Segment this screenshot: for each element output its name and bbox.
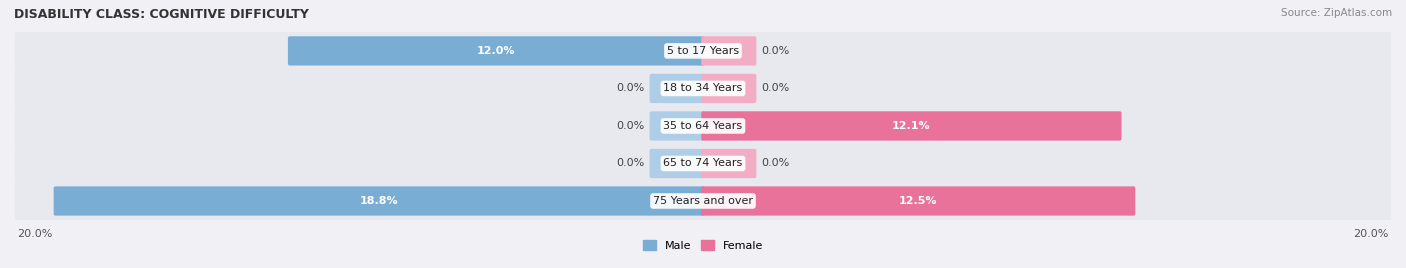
Text: 75 Years and over: 75 Years and over — [652, 196, 754, 206]
FancyBboxPatch shape — [702, 111, 1122, 141]
Text: 0.0%: 0.0% — [762, 158, 790, 169]
Text: DISABILITY CLASS: COGNITIVE DIFFICULTY: DISABILITY CLASS: COGNITIVE DIFFICULTY — [14, 8, 309, 21]
FancyBboxPatch shape — [702, 74, 756, 103]
Text: 5 to 17 Years: 5 to 17 Years — [666, 46, 740, 56]
Text: 20.0%: 20.0% — [1353, 229, 1389, 239]
Text: 35 to 64 Years: 35 to 64 Years — [664, 121, 742, 131]
FancyBboxPatch shape — [650, 74, 704, 103]
Legend: Male, Female: Male, Female — [638, 236, 768, 255]
FancyBboxPatch shape — [14, 106, 1392, 146]
Text: 0.0%: 0.0% — [762, 83, 790, 94]
Text: Source: ZipAtlas.com: Source: ZipAtlas.com — [1281, 8, 1392, 18]
FancyBboxPatch shape — [14, 144, 1392, 183]
FancyBboxPatch shape — [702, 186, 1135, 216]
FancyBboxPatch shape — [702, 149, 756, 178]
Text: 20.0%: 20.0% — [17, 229, 53, 239]
Text: 18 to 34 Years: 18 to 34 Years — [664, 83, 742, 94]
FancyBboxPatch shape — [14, 31, 1392, 70]
Text: 0.0%: 0.0% — [616, 158, 644, 169]
FancyBboxPatch shape — [53, 186, 704, 216]
Text: 12.5%: 12.5% — [898, 196, 938, 206]
Text: 0.0%: 0.0% — [616, 83, 644, 94]
FancyBboxPatch shape — [650, 149, 704, 178]
FancyBboxPatch shape — [288, 36, 704, 66]
Text: 18.8%: 18.8% — [360, 196, 398, 206]
Text: 12.0%: 12.0% — [477, 46, 516, 56]
FancyBboxPatch shape — [702, 36, 756, 66]
Text: 12.1%: 12.1% — [891, 121, 931, 131]
Text: 0.0%: 0.0% — [762, 46, 790, 56]
FancyBboxPatch shape — [14, 69, 1392, 108]
Text: 65 to 74 Years: 65 to 74 Years — [664, 158, 742, 169]
FancyBboxPatch shape — [650, 111, 704, 141]
FancyBboxPatch shape — [14, 181, 1392, 221]
Text: 0.0%: 0.0% — [616, 121, 644, 131]
